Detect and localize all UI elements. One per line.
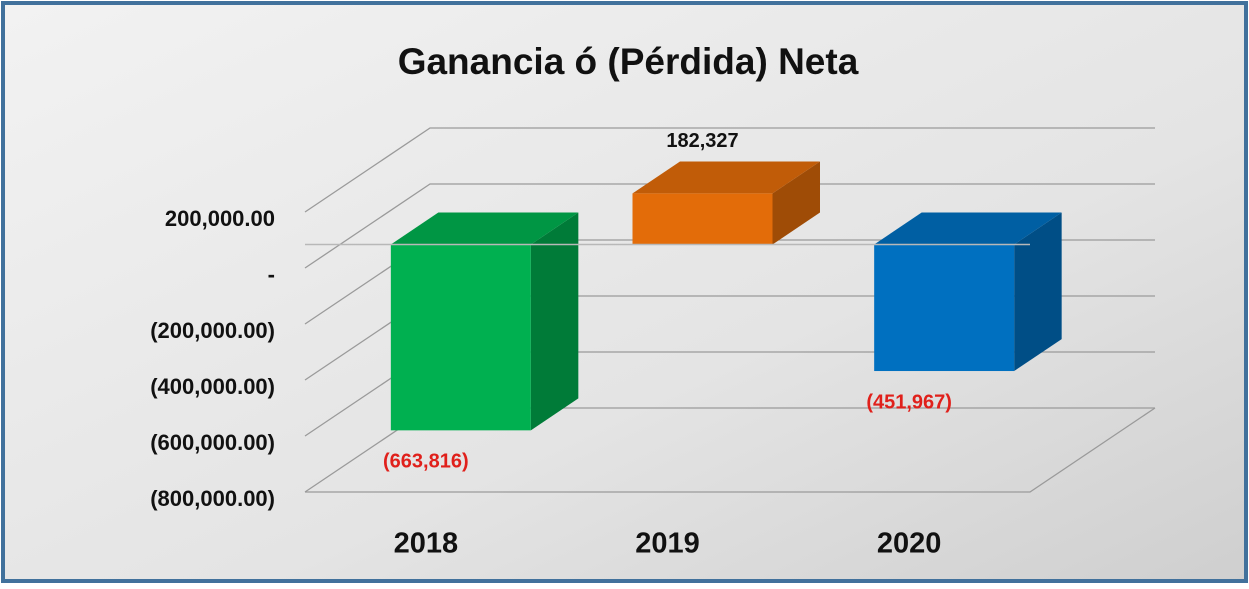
value-label: 182,327 (666, 130, 738, 152)
y-tick-label: 200,000.00 (165, 206, 275, 231)
bar-side (530, 212, 579, 431)
floor-edge (305, 407, 1156, 493)
bar (874, 244, 1015, 372)
bar (390, 244, 531, 431)
x-tick-label: 2020 (877, 528, 942, 560)
value-label: (451,967) (866, 391, 952, 413)
value-label: (663,816) (383, 451, 469, 473)
y-tick-label: - (268, 262, 275, 287)
chart-title: Ganancia ó (Pérdida) Neta (398, 41, 859, 82)
x-tick-label: 2019 (635, 528, 700, 560)
bar-top (874, 212, 1062, 245)
bar-side (1014, 212, 1062, 372)
y-tick-label: (800,000.00) (150, 486, 275, 511)
bar-top (632, 161, 820, 194)
bar-top (390, 212, 579, 245)
grid-line (304, 183, 1155, 269)
y-tick-label: (200,000.00) (150, 318, 275, 343)
y-tick-label: (600,000.00) (150, 430, 275, 455)
y-tick-label: (400,000.00) (150, 374, 275, 399)
bar (632, 193, 773, 245)
bar-side (772, 161, 820, 245)
grid-line (304, 127, 1155, 213)
x-tick-label: 2018 (394, 528, 459, 560)
